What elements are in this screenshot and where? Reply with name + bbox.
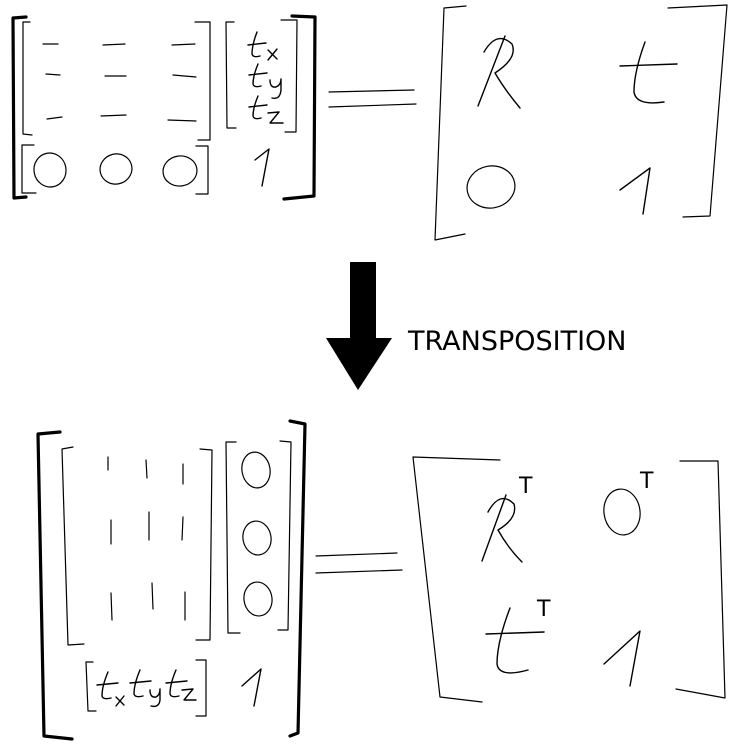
top-block-translation-t xyxy=(619,41,678,104)
top-outer-right-bracket xyxy=(282,14,317,201)
bottom-block-matrix: T T T xyxy=(412,456,726,703)
bottom-equals-sign xyxy=(315,552,403,574)
top-ty-entry xyxy=(248,63,282,100)
bottom-block-rotation-transpose-mark: T xyxy=(518,474,533,499)
bottom-block-one xyxy=(603,630,641,687)
bottom-outer-right-bracket xyxy=(288,419,307,738)
top-translation-left-bracket xyxy=(225,21,237,129)
bottom-block-left-bracket xyxy=(412,456,501,703)
down-arrow xyxy=(326,262,392,390)
top-block-rotation-R xyxy=(477,35,521,109)
bottom-t-row-left-bracket xyxy=(85,661,97,712)
top-tx-entry xyxy=(247,31,278,61)
top-equals-sign xyxy=(328,89,417,108)
top-bottom-one xyxy=(254,148,270,187)
bottom-t-row-right-bracket xyxy=(195,659,207,717)
bottom-tz-entry xyxy=(165,669,197,701)
bottom-block-zero-transpose-mark: T xyxy=(639,469,654,494)
bottom-ty-entry xyxy=(129,669,161,708)
top-block-one xyxy=(619,167,651,215)
bottom-block-zero xyxy=(603,488,641,536)
bottom-one xyxy=(241,668,262,707)
top-rotation-left-bracket xyxy=(22,21,33,136)
transposition-label: TRANSPOSITION xyxy=(407,326,627,357)
top-expanded-matrix xyxy=(11,14,317,201)
bottom-block-translation-transpose-mark: T xyxy=(536,597,551,622)
top-block-matrix xyxy=(434,4,728,241)
top-bottom-row-right-bracket xyxy=(195,145,209,195)
bottom-zero-column-right-bracket xyxy=(277,440,292,631)
bottom-zero-column-3 xyxy=(243,581,273,617)
top-bottom-row-left-bracket xyxy=(21,144,37,194)
bottom-rotation-left-bracket xyxy=(61,446,85,646)
top-bottom-zero-3 xyxy=(162,155,198,187)
bottom-rotation-entries xyxy=(107,456,186,621)
top-translation-right-bracket xyxy=(280,19,298,133)
bottom-block-right-bracket xyxy=(675,460,726,699)
top-rotation-right-bracket xyxy=(194,21,211,141)
down-arrow-shaft xyxy=(350,262,376,342)
bottom-outer-left-bracket xyxy=(36,430,74,741)
top-block-right-bracket xyxy=(667,4,728,218)
bottom-zero-column-2 xyxy=(242,520,272,556)
top-bottom-zero-2 xyxy=(99,153,133,185)
top-rotation-entries xyxy=(42,43,197,122)
bottom-zero-column-1 xyxy=(241,451,271,489)
bottom-zero-column-left-bracket xyxy=(225,441,241,634)
top-block-zero xyxy=(466,165,516,209)
top-tz-entry xyxy=(248,95,284,124)
top-outer-left-bracket xyxy=(11,15,28,200)
top-bottom-zero-1 xyxy=(33,152,67,188)
bottom-block-translation-t xyxy=(485,607,545,674)
bottom-tx-entry xyxy=(96,671,125,707)
bottom-expanded-matrix xyxy=(36,419,307,741)
down-arrow-head xyxy=(326,338,392,390)
top-block-left-bracket xyxy=(434,5,467,241)
bottom-block-rotation-R xyxy=(481,494,523,563)
bottom-rotation-right-bracket xyxy=(195,448,213,641)
